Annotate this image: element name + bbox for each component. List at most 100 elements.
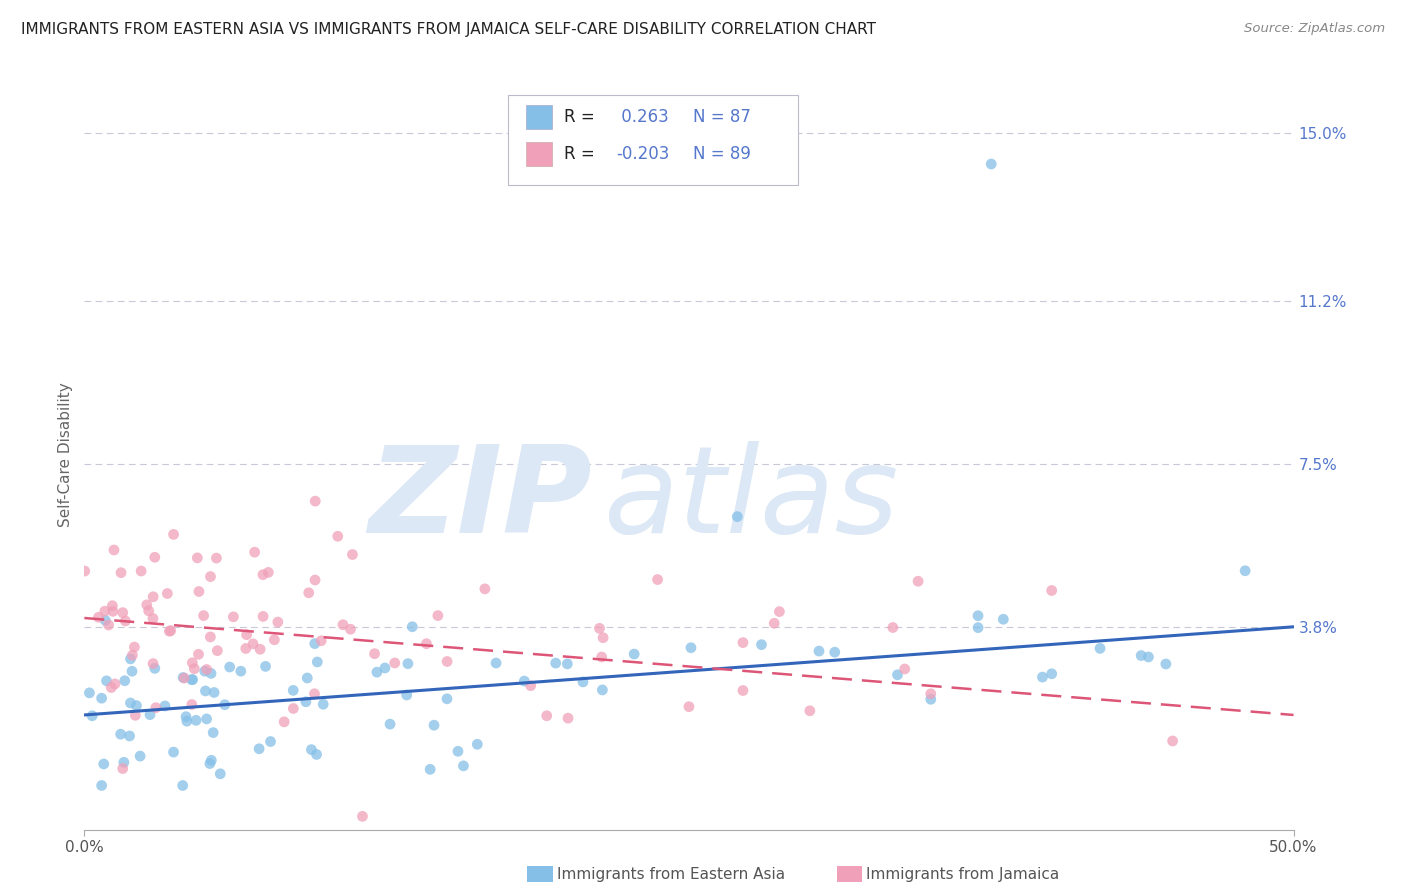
Point <box>188 584 211 599</box>
Point <box>87 610 110 624</box>
Point <box>114 614 136 628</box>
Point <box>326 529 349 543</box>
Point <box>283 683 305 698</box>
Point <box>1088 641 1111 656</box>
Point <box>254 659 277 673</box>
Point <box>678 699 700 714</box>
Point <box>623 647 645 661</box>
Point <box>415 637 437 651</box>
Point <box>79 686 101 700</box>
Point <box>96 673 118 688</box>
Point <box>162 745 184 759</box>
Point <box>304 494 326 508</box>
Point <box>1161 734 1184 748</box>
Point <box>591 682 613 697</box>
Point <box>200 666 222 681</box>
Point <box>194 664 217 678</box>
Point <box>82 708 104 723</box>
Point <box>207 643 229 657</box>
Point <box>243 545 266 559</box>
Point <box>235 628 257 642</box>
Point <box>544 656 567 670</box>
Point <box>101 599 124 613</box>
Point <box>967 608 990 623</box>
Point <box>339 622 361 636</box>
Point <box>142 611 165 625</box>
Point <box>103 543 125 558</box>
Point <box>342 548 364 562</box>
Point <box>263 632 285 647</box>
Point <box>907 574 929 589</box>
Point <box>121 648 143 663</box>
Point <box>180 698 202 712</box>
Text: 0.263: 0.263 <box>616 108 669 126</box>
Point <box>135 598 157 612</box>
Point <box>222 610 245 624</box>
Point <box>259 734 281 748</box>
Point <box>304 573 326 587</box>
Text: Source: ZipAtlas.com: Source: ZipAtlas.com <box>1244 22 1385 36</box>
Point <box>153 698 176 713</box>
Text: Immigrants from Jamaica: Immigrants from Jamaica <box>866 867 1059 881</box>
Point <box>396 657 419 671</box>
Point <box>112 756 135 770</box>
Point <box>679 640 702 655</box>
Point <box>104 677 127 691</box>
Point <box>1031 670 1053 684</box>
Point <box>453 759 475 773</box>
Point <box>195 663 218 677</box>
Point <box>426 608 449 623</box>
Point <box>90 779 112 793</box>
Point <box>142 590 165 604</box>
Point <box>229 664 252 678</box>
Point <box>1234 564 1257 578</box>
Point <box>763 616 786 631</box>
Text: N = 89: N = 89 <box>693 145 751 163</box>
Point <box>647 573 669 587</box>
Text: N = 87: N = 87 <box>693 108 751 126</box>
Point <box>374 661 396 675</box>
Text: ZIP: ZIP <box>368 442 592 558</box>
Point <box>138 604 160 618</box>
Point <box>111 762 134 776</box>
Y-axis label: Self-Care Disability: Self-Care Disability <box>58 383 73 527</box>
Point <box>249 642 271 657</box>
Point <box>145 700 167 714</box>
Point <box>183 662 205 676</box>
Point <box>200 753 222 767</box>
Point <box>588 621 610 635</box>
Point <box>186 550 208 565</box>
Point <box>363 647 385 661</box>
Point <box>90 691 112 706</box>
Point <box>94 604 117 618</box>
Point <box>423 718 446 732</box>
Point <box>242 637 264 651</box>
Point <box>181 656 204 670</box>
Point <box>436 691 458 706</box>
Point <box>174 709 197 723</box>
Point <box>572 674 595 689</box>
Point <box>120 696 142 710</box>
Point <box>157 624 180 639</box>
Point <box>156 586 179 600</box>
Point <box>807 644 830 658</box>
Point <box>725 509 748 524</box>
Point <box>110 566 132 580</box>
Point <box>267 615 290 629</box>
FancyBboxPatch shape <box>526 143 553 167</box>
Point <box>235 641 257 656</box>
Point <box>298 586 321 600</box>
Text: IMMIGRANTS FROM EASTERN ASIA VS IMMIGRANTS FROM JAMAICA SELF-CARE DISABILITY COR: IMMIGRANTS FROM EASTERN ASIA VS IMMIGRAN… <box>21 22 876 37</box>
Point <box>352 809 374 823</box>
Point <box>295 695 318 709</box>
Point <box>967 621 990 635</box>
Point <box>252 567 274 582</box>
Text: -0.203: -0.203 <box>616 145 669 163</box>
Point <box>143 661 166 675</box>
Point <box>159 624 181 638</box>
Point <box>129 749 152 764</box>
Point <box>591 650 613 665</box>
Point <box>993 612 1015 626</box>
Point <box>142 657 165 671</box>
Point <box>101 604 124 618</box>
